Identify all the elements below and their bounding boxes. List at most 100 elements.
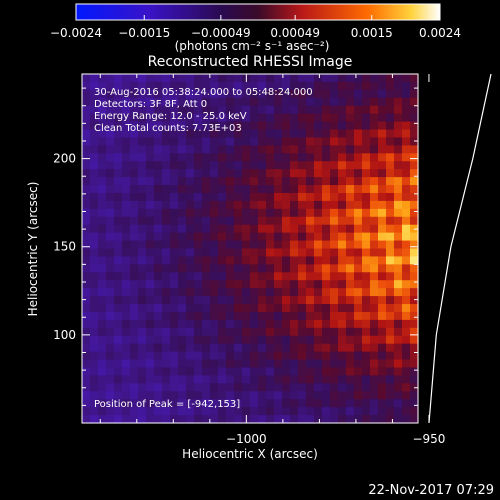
heatmap-cell: [338, 232, 347, 242]
heatmap-cell: [266, 391, 275, 400]
heatmap-cell: [122, 399, 131, 408]
heatmap-cell: [346, 81, 355, 91]
heatmap-cell: [186, 200, 195, 210]
heatmap-cell: [330, 415, 339, 424]
heatmap-cell: [218, 391, 227, 400]
heatmap-cell: [362, 97, 371, 107]
heatmap-cell: [154, 97, 163, 107]
heatmap-cell: [298, 288, 307, 297]
heatmap-cell: [226, 105, 235, 115]
heatmap-cell: [330, 311, 339, 321]
heatmap-cell: [298, 256, 307, 265]
heatmap-cell: [410, 327, 419, 337]
heatmap-cell: [122, 264, 131, 273]
heatmap-cell: [386, 113, 395, 123]
heatmap-cell: [378, 415, 387, 424]
heatmap-cell: [106, 375, 115, 384]
heatmap-cell: [82, 74, 91, 83]
heatmap-cell: [250, 121, 259, 131]
heatmap-cell: [314, 113, 323, 123]
heatmap-cell: [194, 129, 203, 139]
heatmap-cell: [178, 343, 187, 353]
heatmap-cell: [402, 153, 411, 162]
heatmap-cell: [138, 256, 147, 265]
heatmap-cell: [370, 161, 379, 170]
heatmap-cell: [338, 89, 347, 99]
heatmap-cell: [234, 311, 243, 321]
heatmap-cell: [330, 224, 339, 234]
heatmap-cell: [138, 272, 147, 281]
heatmap-cell: [298, 224, 307, 234]
heatmap-cell: [250, 367, 259, 377]
heatmap-cell: [106, 256, 115, 265]
heatmap-cell: [354, 185, 363, 194]
heatmap-cell: [322, 359, 331, 369]
heatmap-cell: [330, 192, 339, 202]
heatmap-cell: [186, 319, 195, 329]
heatmap-cell: [186, 264, 195, 273]
heatmap-cell: [202, 327, 211, 337]
heatmap-cell: [82, 415, 91, 424]
heatmap-cell: [218, 192, 227, 202]
heatmap-cell: [330, 288, 339, 297]
heatmap-cell: [186, 272, 195, 281]
heatmap-cell: [258, 351, 267, 361]
heatmap-cell: [178, 288, 187, 297]
heatmap-cell: [338, 399, 347, 408]
heatmap-cell: [266, 280, 275, 289]
heatmap-cell: [106, 415, 115, 424]
heatmap-cell: [410, 304, 419, 313]
heatmap-cell: [226, 375, 235, 384]
heatmap-cell: [322, 407, 331, 416]
heatmap-cell: [298, 137, 307, 146]
heatmap-cell: [82, 97, 91, 107]
heatmap-cell: [274, 240, 283, 250]
heatmap-cell: [322, 272, 331, 281]
heatmap-cell: [274, 145, 283, 154]
heatmap-cell: [330, 145, 339, 154]
heatmap-cell: [370, 97, 379, 107]
heatmap-cell: [178, 256, 187, 265]
heatmap-cell: [114, 81, 123, 91]
heatmap-cell: [274, 121, 283, 131]
heatmap-cell: [258, 319, 267, 329]
heatmap-cell: [306, 319, 315, 329]
heatmap-cell: [346, 113, 355, 123]
heatmap-cell: [90, 208, 99, 218]
heatmap-cell: [242, 169, 251, 178]
heatmap-cell: [394, 240, 403, 250]
heatmap-cell: [346, 208, 355, 218]
heatmap-cell: [298, 192, 307, 202]
heatmap-cell: [242, 81, 251, 91]
heatmap-cell: [162, 399, 171, 408]
heatmap-cell: [122, 97, 131, 107]
heatmap-cell: [370, 256, 379, 265]
heatmap-cell: [394, 177, 403, 186]
heatmap-cell: [106, 177, 115, 186]
heatmap-cell: [138, 145, 147, 154]
heatmap-cell: [194, 272, 203, 281]
heatmap-cell: [82, 153, 91, 162]
heatmap-cell: [194, 351, 203, 361]
heatmap-cell: [362, 145, 371, 154]
heatmap-cell: [362, 399, 371, 408]
heatmap-cell: [290, 145, 299, 154]
heatmap-cell: [346, 177, 355, 186]
heatmap-cell: [402, 161, 411, 170]
heatmap-cell: [362, 383, 371, 392]
heatmap-cell: [218, 256, 227, 265]
heatmap-cell: [194, 375, 203, 384]
heatmap-cell: [186, 121, 195, 131]
heatmap-cell: [186, 391, 195, 400]
heatmap-cell: [138, 240, 147, 250]
heatmap-cell: [170, 415, 179, 424]
heatmap-cell: [370, 177, 379, 186]
heatmap-cell: [170, 343, 179, 353]
heatmap-cell: [210, 399, 219, 408]
heatmap-cell: [386, 359, 395, 369]
heatmap-cell: [130, 185, 139, 194]
heatmap-cell: [162, 113, 171, 123]
heatmap-cell: [274, 81, 283, 91]
heatmap-cell: [258, 192, 267, 202]
heatmap-cell: [162, 264, 171, 273]
